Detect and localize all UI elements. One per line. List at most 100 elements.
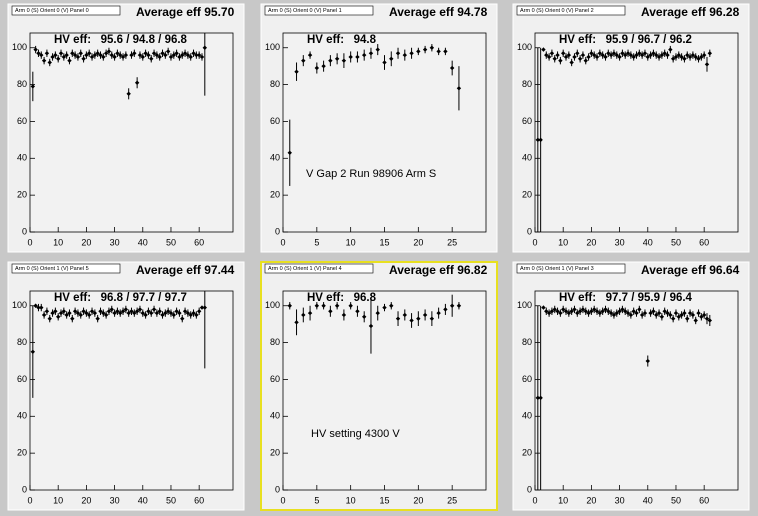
point [78,51,83,56]
stat-label: Average eff 96.28 [641,5,740,19]
point [375,47,380,52]
point [95,316,100,321]
y-tick-label: 0 [527,226,532,236]
title-box [264,5,374,16]
point [149,56,154,61]
point [199,54,205,60]
point [422,312,428,318]
point [606,51,611,56]
point [89,309,95,314]
pad-title: Arm 0 (S) Orient 1 (V) Panel 4 [268,266,342,272]
x-tick-label: 50 [166,495,176,505]
point [106,309,112,314]
title-box [516,5,626,16]
point [321,303,326,308]
point [75,310,81,316]
x-tick-label: 0 [27,237,32,247]
point [382,305,387,310]
y-tick-label: 80 [270,337,280,347]
x-tick-label: 30 [615,495,625,505]
x-tick-label: 60 [699,237,709,247]
point [334,303,340,308]
x-tick-label: 40 [643,237,653,247]
frame [534,32,739,233]
point [47,60,52,65]
y-tick-label: 40 [17,153,27,163]
point [41,58,47,63]
point [103,51,109,56]
point [429,316,435,321]
point [157,54,162,60]
point [78,312,83,318]
point [55,56,61,61]
point [456,86,462,91]
point [137,52,143,58]
point [541,47,546,52]
x-tick-label: 5 [314,237,319,247]
pad-title: Arm 0 (S) Orient 1 (V) Panel 5 [15,266,89,272]
y-tick-label: 60 [270,374,280,384]
x-tick-label: 0 [532,495,537,505]
point [301,58,306,63]
x-tick-label: 0 [280,495,285,505]
x-tick-label: 10 [53,237,63,247]
point [443,307,448,312]
point [328,309,333,314]
point [202,305,208,310]
point [558,58,563,63]
point [199,305,205,310]
point [92,310,98,316]
point [44,51,50,56]
point [355,54,360,60]
y-tick-label: 60 [270,116,280,126]
point [160,312,165,318]
point [84,310,89,316]
x-tick-label: 50 [671,495,681,505]
point [112,310,117,316]
pad: 0 20 40 60 80 100 0 5 10 15 20 25 Arm 0 (S) Orient 0… [260,3,498,253]
point [348,54,353,60]
point [456,303,462,308]
point [84,52,89,58]
x-tick-label: 10 [346,237,356,247]
point [409,318,414,323]
point [154,310,160,316]
x-tick-label: 40 [138,237,148,247]
x-tick-label: 10 [346,495,356,505]
point [53,309,58,314]
point [623,52,628,58]
y-tick-label: 20 [17,190,27,200]
annotation: HV eff: 95.9 / 96.7 / 96.2 [559,34,692,46]
point [687,54,693,60]
point [566,52,572,58]
y-tick-label: 0 [22,484,27,494]
point [106,49,112,54]
point [118,310,123,316]
note: HV setting 4300 V [311,428,400,440]
point [61,54,67,60]
point [659,314,665,319]
annotation: HV eff: 95.6 / 94.8 / 96.8 [54,34,188,46]
point [583,309,588,314]
annotation: HV eff: 96.8 / 97.7 / 97.7 [54,292,187,304]
point [416,316,421,321]
point [586,310,591,316]
point [39,52,44,58]
point [334,56,340,61]
point [580,52,586,58]
point [126,310,131,316]
point [368,323,374,329]
point [92,52,98,58]
y-tick-label: 80 [270,79,280,89]
point [58,51,64,56]
point [395,316,401,321]
point [154,52,160,58]
y-tick-label: 60 [522,374,532,384]
point [103,312,109,318]
point [171,312,176,318]
y-tick-label: 0 [275,484,280,494]
point [549,309,555,314]
y-tick-label: 40 [522,153,532,163]
point [422,47,428,52]
x-tick-label: 15 [379,237,389,247]
